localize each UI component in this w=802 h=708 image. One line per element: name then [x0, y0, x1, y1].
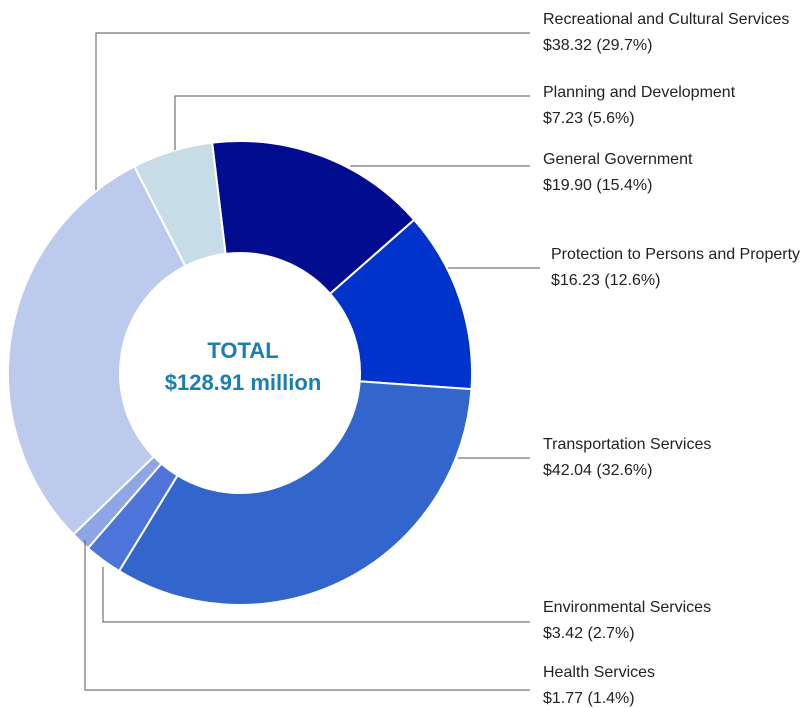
center-title: TOTAL — [207, 338, 278, 363]
value-label: $38.32 (29.7%) — [543, 37, 652, 54]
value-label: $3.42 (2.7%) — [543, 625, 635, 642]
leader-line — [174, 95, 530, 150]
center-total: $128.91 million — [165, 370, 322, 395]
legend-label: Recreational and Cultural Services — [543, 11, 789, 28]
legend-label: Health Services — [543, 664, 655, 681]
legend-label: Transportation Services — [543, 436, 711, 453]
value-label: $16.23 (12.6%) — [551, 272, 660, 289]
legend-label: Planning and Development — [543, 84, 736, 101]
leader-line — [95, 32, 530, 190]
legend-label: Environmental Services — [543, 599, 711, 616]
donut-segment — [211, 140, 416, 296]
legend-label: Protection to Persons and Property — [551, 246, 800, 263]
donut-segment — [133, 141, 227, 268]
donut-segment — [117, 380, 473, 606]
leader-line — [102, 567, 530, 623]
value-label: $19.90 (15.4%) — [543, 177, 652, 194]
donut-segment — [7, 165, 187, 536]
value-label: $1.77 (1.4%) — [543, 690, 635, 707]
value-label: $7.23 (5.6%) — [543, 110, 635, 127]
value-label: $42.04 (32.6%) — [543, 462, 652, 479]
legend-label: General Government — [543, 151, 693, 168]
leader-line — [84, 540, 530, 691]
